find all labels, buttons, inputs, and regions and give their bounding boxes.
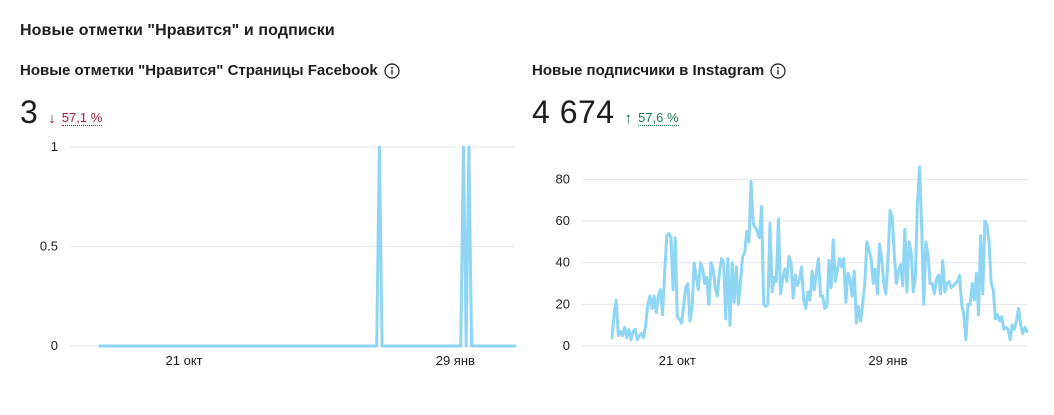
arrow-up-icon: ↑ [624,110,633,127]
facebook-likes-x-tick-label: 21 окт [166,353,203,368]
instagram-followers-y-tick-label: 40 [556,255,570,270]
instagram-followers-chart: 0 20 40 60 80 21 окт 29 янв [556,165,1029,368]
instagram-followers-delta: ↑ 57,6 % [625,110,679,127]
section-title: Новые отметки "Нравится" и подписки [20,22,335,39]
instagram-followers-metric: 4 674 ↑ 57,6 % [532,94,679,131]
facebook-likes-series-line[interactable] [98,145,517,348]
info-icon[interactable] [770,62,786,79]
instagram-followers-title: Новые подписчики в Instagram [532,62,786,79]
facebook-likes-delta-text[interactable]: 57,1 % [61,110,103,126]
facebook-likes-metric: 3 ↓ 57,1 % [20,94,103,131]
instagram-followers-y-tick-label: 80 [556,171,570,186]
facebook-likes-chart: 0 0.5 1 21 окт 29 янв [40,139,517,368]
arrow-down-icon: ↓ [48,110,56,127]
facebook-likes-y-tick-label: 0 [51,338,58,353]
facebook-likes-panel: Новые отметки "Нравится" Страницы Facebo… [20,60,520,390]
facebook-likes-title: Новые отметки "Нравится" Страницы Facebo… [20,62,400,79]
instagram-followers-title-text: Новые подписчики в Instagram [532,62,765,79]
instagram-followers-delta-text[interactable]: 57,6 % [638,110,679,126]
instagram-followers-series-line[interactable] [610,165,1029,342]
facebook-likes-delta: ↓ 57,1 % [48,110,103,127]
instagram-followers-x-tick-label: 21 окт [659,353,696,368]
facebook-likes-y-tick-label: 1 [51,139,58,154]
instagram-followers-y-tick-label: 60 [556,213,570,228]
instagram-followers-y-tick-label: 0 [563,338,570,353]
facebook-likes-total: 3 [20,94,39,130]
instagram-followers-x-tick-label: 29 янв [868,353,907,368]
instagram-followers-y-tick-label: 20 [556,296,570,311]
instagram-followers-total: 4 674 [532,94,615,130]
facebook-likes-title-text: Новые отметки "Нравится" Страницы Facebo… [20,62,378,79]
facebook-likes-x-tick-label: 29 янв [436,353,475,368]
info-icon[interactable] [384,62,400,79]
instagram-followers-panel: Новые подписчики в Instagram 4 674 ↑ 57,… [532,60,1037,390]
facebook-likes-y-tick-label: 0.5 [40,239,58,254]
